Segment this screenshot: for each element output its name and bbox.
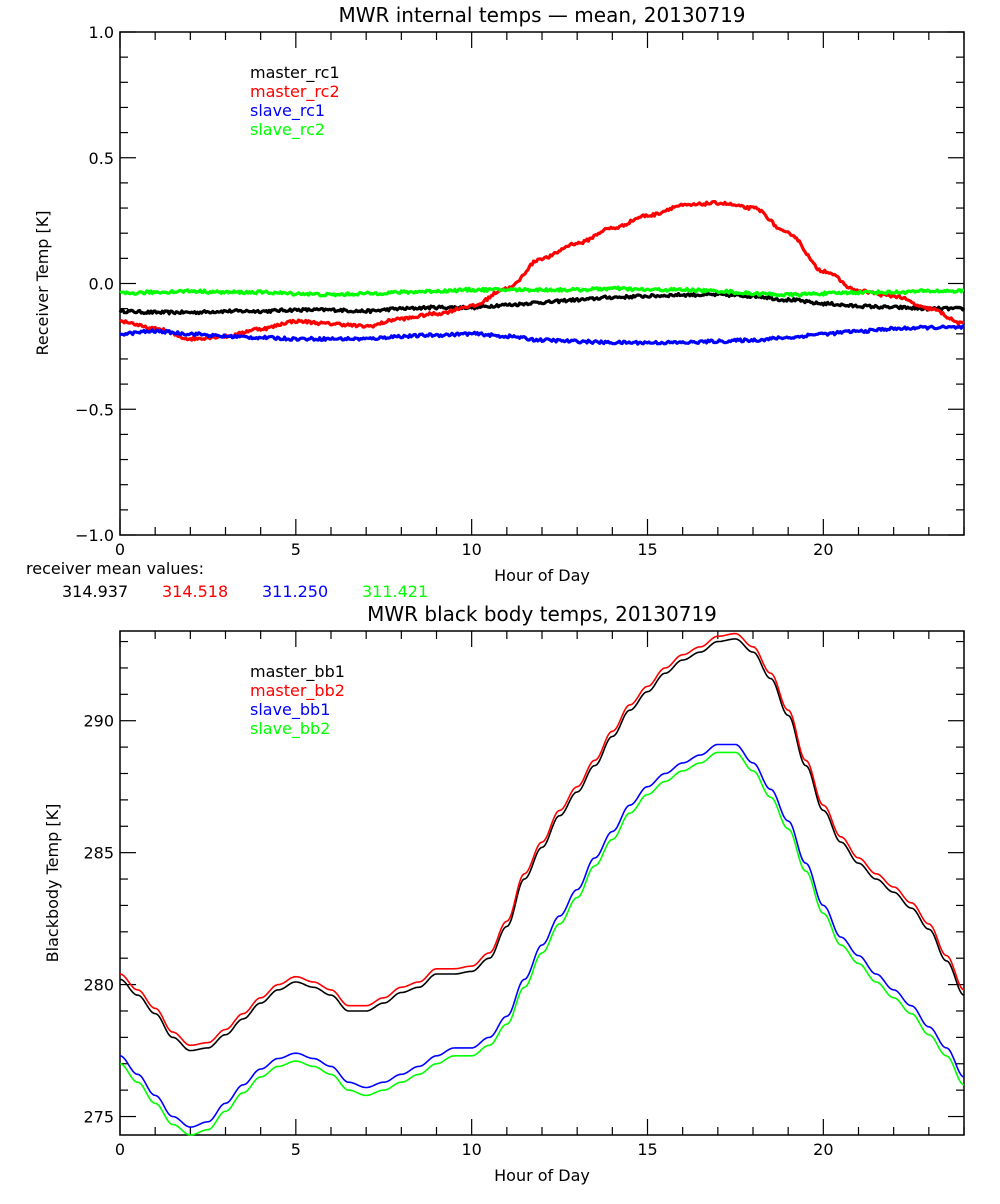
series-line-slave_bb2	[119, 751, 965, 1136]
receiver-legend: master_rc1 master_rc2 slave_rc1 slave_rc…	[250, 63, 340, 140]
series-line-master_rc1	[118, 291, 966, 316]
receiver-mean-annotation: receiver mean values: 314.937 314.518 31…	[26, 559, 428, 601]
legend-item: master_bb1	[250, 662, 345, 682]
receiver-mean-value: 314.937	[62, 582, 128, 601]
x-tick-label: 0	[115, 1140, 125, 1159]
x-tick-label: 20	[813, 540, 833, 559]
blackbody-plot-title: MWR black body temps, 20130719	[367, 602, 717, 626]
legend-item: slave_bb2	[250, 719, 330, 739]
x-tick-label: 0	[115, 540, 125, 559]
series-line-slave_rc1	[119, 324, 965, 346]
series-line-slave_bb1	[119, 743, 965, 1128]
blackbody-x-tick-labels: 0 5 10 15 20	[115, 1140, 834, 1159]
series-line-master_bb2	[119, 632, 965, 1047]
x-tick-label: 15	[637, 1140, 657, 1159]
receiver-mean-value: 311.250	[262, 582, 328, 601]
y-tick-label: 285	[83, 844, 114, 863]
receiver-plot-title: MWR internal temps — mean, 20130719	[338, 3, 745, 27]
receiver-mean-label: receiver mean values:	[26, 559, 204, 578]
receiver-temp-plot: MWR internal temps — mean, 20130719 0 5 10…	[26, 3, 966, 601]
legend-item: master_rc1	[250, 63, 340, 83]
legend-item: slave_rc1	[250, 101, 325, 121]
legend-item: master_rc2	[250, 82, 340, 102]
y-tick-label: 280	[83, 976, 114, 995]
receiver-plot-frame	[119, 31, 965, 536]
blackbody-plot-ticks	[119, 631, 965, 1135]
y-tick-label: −1.0	[75, 526, 114, 545]
blackbody-plot-series	[119, 632, 965, 1136]
x-tick-label: 5	[291, 1140, 301, 1159]
x-tick-label: 10	[461, 1140, 481, 1159]
receiver-plot-series	[118, 200, 966, 346]
receiver-plot-ticks	[119, 31, 965, 536]
legend-item: slave_rc2	[250, 120, 325, 140]
y-tick-label: 0.5	[89, 149, 114, 168]
blackbody-y-axis-label: Blackbody Temp [K]	[43, 804, 62, 963]
legend-item: master_bb2	[250, 681, 345, 701]
series-line-slave_rc2	[119, 285, 965, 298]
x-tick-label: 20	[813, 1140, 833, 1159]
y-tick-label: −0.5	[75, 400, 114, 419]
y-tick-label: 1.0	[89, 23, 114, 42]
receiver-y-axis-label: Receiver Temp [K]	[33, 210, 52, 355]
receiver-y-tick-labels: −1.0 −0.5 0.0 0.5 1.0	[75, 23, 114, 545]
blackbody-legend: master_bb1 master_bb2 slave_bb1 slave_bb…	[250, 662, 345, 739]
blackbody-temp-plot: MWR black body temps, 20130719 0 5 10 15 20 …	[43, 602, 965, 1185]
legend-item: slave_bb1	[250, 700, 330, 720]
x-tick-label: 15	[637, 540, 657, 559]
x-tick-label: 10	[461, 540, 481, 559]
y-tick-label: 275	[83, 1108, 114, 1127]
receiver-mean-value: 311.421	[362, 582, 428, 601]
receiver-x-axis-label: Hour of Day	[494, 566, 590, 585]
receiver-mean-value: 314.518	[162, 582, 228, 601]
receiver-x-tick-labels: 0 5 10 15 20	[115, 540, 834, 559]
x-tick-label: 5	[291, 540, 301, 559]
series-line-master_rc2	[119, 200, 965, 342]
blackbody-y-tick-labels: 275 280 285 290	[83, 712, 114, 1127]
blackbody-plot-frame	[119, 630, 965, 1136]
blackbody-x-axis-label: Hour of Day	[494, 1166, 590, 1185]
y-tick-label: 0.0	[89, 275, 114, 294]
series-line-master_bb1	[119, 638, 965, 1052]
y-tick-label: 290	[83, 712, 114, 731]
